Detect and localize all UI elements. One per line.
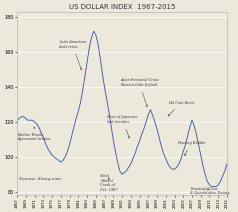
Text: Latin American
debt crisis: Latin American debt crisis — [59, 40, 86, 70]
Text: Bretton Woods
Agreement broken: Bretton Woods Agreement broken — [17, 127, 50, 141]
Title: US DOLLAR INDEX  1967-2015: US DOLLAR INDEX 1967-2015 — [69, 4, 175, 10]
Text: Asian Financial Crisis
Russian Debt Default: Asian Financial Crisis Russian Debt Defa… — [120, 78, 158, 107]
Text: Source: Stooq.com: Source: Stooq.com — [19, 177, 61, 181]
Text: Stock
Market
Crash of
Oct. 1987: Stock Market Crash of Oct. 1987 — [100, 174, 118, 192]
Text: Dot Com Burst: Dot Com Burst — [168, 100, 194, 116]
Text: Financial Crisis
& Quantitative Easing: Financial Crisis & Quantitative Easing — [190, 187, 229, 195]
Text: Start of Japanese
lost decades: Start of Japanese lost decades — [107, 115, 137, 138]
Text: Housing Bubble: Housing Bubble — [177, 141, 205, 156]
